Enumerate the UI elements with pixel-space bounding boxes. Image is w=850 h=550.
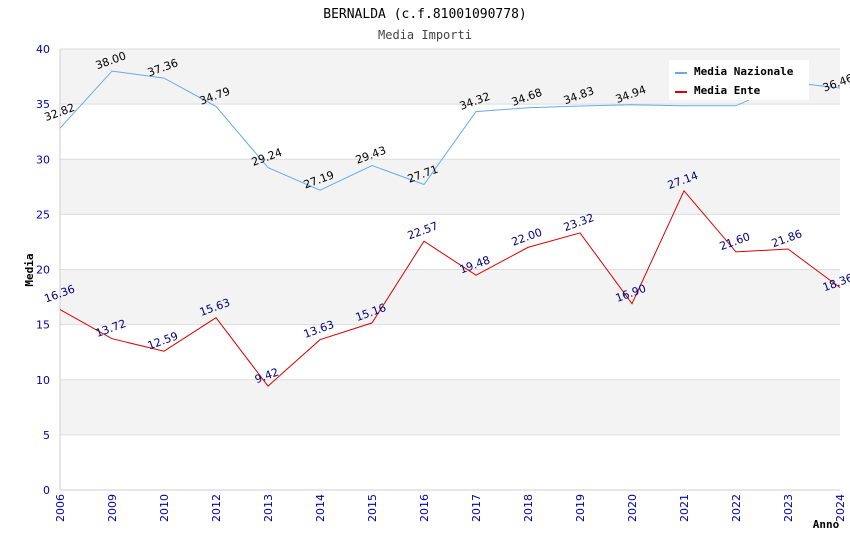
x-tick-labels: 2006 2009 2010 2012 2013 2014 2015 2016 2017 2018…	[54, 494, 847, 522]
x-tick-label: 2013	[262, 494, 275, 522]
x-tick-label: 2018	[522, 494, 535, 522]
x-tick-label: 2015	[366, 494, 379, 522]
x-tick-label: 2020	[626, 494, 639, 522]
plot-band	[60, 214, 840, 270]
plot-band	[60, 324, 840, 380]
series-line-nazionale	[59, 70, 841, 191]
x-tick-label: 2022	[730, 494, 743, 522]
x-axis-label: Anno	[813, 518, 840, 531]
y-tick-label: 0	[43, 484, 50, 497]
y-tick-label: 40	[36, 43, 50, 56]
y-tick-label: 20	[36, 264, 50, 277]
x-tick-label: 2021	[678, 494, 691, 522]
plot-band	[60, 269, 840, 325]
y-tick-label: 25	[36, 208, 50, 221]
x-tick-label: 2006	[54, 494, 67, 522]
plot-band	[60, 104, 840, 160]
chart-subtitle: Media Importi	[378, 28, 472, 42]
plot-band	[60, 379, 840, 435]
y-tick-label: 35	[36, 98, 50, 111]
plot-band	[60, 434, 840, 490]
y-tick-label: 5	[43, 429, 50, 442]
y-tick-label: 15	[36, 319, 50, 332]
y-axis-label: Media	[23, 253, 36, 286]
chart-title: BERNALDA (c.f.81001090778)	[323, 7, 527, 22]
series-line-ente	[59, 189, 841, 387]
y-tick-label: 10	[36, 374, 50, 387]
plot-band	[60, 159, 840, 215]
x-tick-label: 2017	[470, 494, 483, 522]
y-tick-label: 30	[36, 153, 50, 166]
x-tick-label: 2010	[158, 494, 171, 522]
x-tick-label: 2023	[782, 494, 795, 522]
x-tick-label: 2014	[314, 494, 327, 522]
legend-label-nazionale: Media Nazionale	[694, 65, 794, 78]
series	[59, 70, 841, 387]
legend: Media Nazionale Media Ente	[669, 60, 809, 100]
x-tick-label: 2024	[834, 494, 847, 522]
legend-box	[669, 60, 809, 100]
y-tick-labels: 0 5 10 15 20 25 30 35 40	[36, 43, 50, 497]
x-tick-label: 2012	[210, 494, 223, 522]
x-tick-label: 2019	[574, 494, 587, 522]
x-tick-label: 2016	[418, 494, 431, 522]
axes	[59, 49, 840, 491]
x-tick-label: 2009	[106, 494, 119, 522]
plot-background	[60, 49, 840, 490]
legend-label-ente: Media Ente	[694, 84, 761, 97]
